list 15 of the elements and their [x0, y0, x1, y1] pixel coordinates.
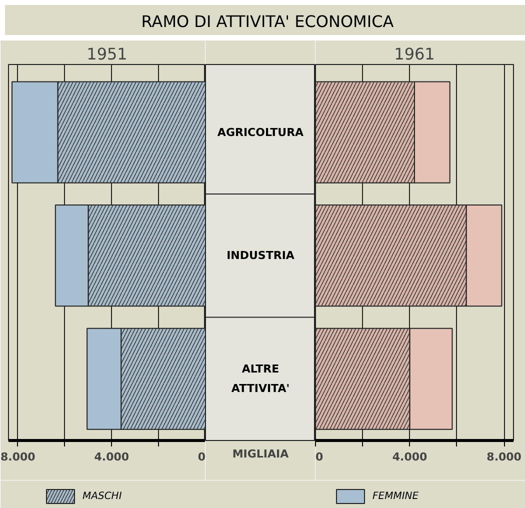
legend-label: MASCHI	[82, 491, 122, 502]
chart-subtitle: 1951	[86, 44, 128, 64]
x-tick-label: 0	[316, 450, 324, 464]
x-tick-label: 4.000	[94, 450, 130, 464]
chart-title: 1961	[394, 44, 435, 64]
x-tick-label: 8.000	[486, 450, 522, 464]
x-tick-label: 0	[198, 450, 206, 464]
y-tick-label: ALTRE ATTIVITA'	[231, 362, 290, 396]
x-tick-label: 8.000	[0, 450, 36, 464]
y-tick-label: AGRICOLTURA	[217, 126, 304, 139]
x-tick-label: 4.000	[392, 450, 428, 464]
x-axis-title: MIGLIAIA	[232, 448, 290, 460]
legend-label: FEMMINE	[372, 491, 420, 502]
y-tick-label: INDUSTRIA	[226, 249, 295, 262]
text: RAMO DI ATTIVITA' ECONOMICA	[141, 11, 394, 33]
